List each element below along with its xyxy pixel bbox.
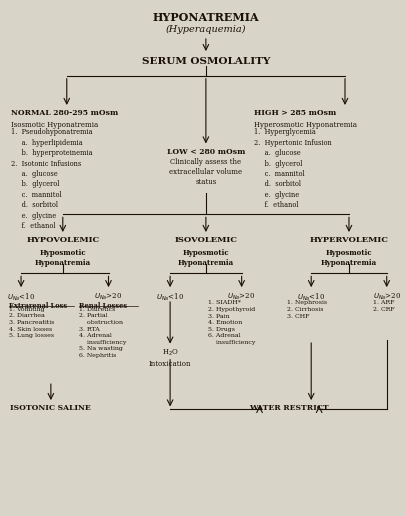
Text: Hyperosmotic Hyponatremia: Hyperosmotic Hyponatremia: [253, 121, 356, 128]
Text: Clinically assess the
extracellular volume
status: Clinically assess the extracellular volu…: [169, 158, 242, 186]
Text: $U_{Na}$>20: $U_{Na}$>20: [227, 292, 255, 301]
Text: 1. Nephrosis
2. Cirrhosis
3. CHF: 1. Nephrosis 2. Cirrhosis 3. CHF: [287, 300, 327, 318]
Text: (Hyperaquemia): (Hyperaquemia): [165, 24, 245, 34]
Text: 1.  Pseudohyponatremia
     a.  hyperlipidemia
     b.  hyperproteinemia
2.  Iso: 1. Pseudohyponatremia a. hyperlipidemia …: [11, 128, 92, 230]
Text: WATER RESTRICT: WATER RESTRICT: [249, 404, 328, 412]
Text: HIGH > 285 mOsm: HIGH > 285 mOsm: [253, 109, 335, 117]
Text: $U_{Na}$<10: $U_{Na}$<10: [156, 292, 184, 302]
Text: $U_{Na}$<10: $U_{Na}$<10: [296, 292, 324, 302]
Text: 1.  Hyperglycemia
2.  Hypertonic Infusion
     a.  glucose
     b.  glycerol
   : 1. Hyperglycemia 2. Hypertonic Infusion …: [253, 128, 330, 209]
Text: ISOVOLEMIC: ISOVOLEMIC: [174, 236, 237, 244]
Text: $U_{Na}$>20: $U_{Na}$>20: [94, 292, 122, 301]
Text: 1. Vomiting
2. Diarrhea
3. Pancreatitis
4. Skin losses
5. Lung losses: 1. Vomiting 2. Diarrhea 3. Pancreatitis …: [9, 307, 54, 338]
Text: $U_{Na}$>20: $U_{Na}$>20: [372, 292, 400, 301]
Text: SERUM OSMOLALITY: SERUM OSMOLALITY: [141, 57, 269, 66]
Text: Hyposmotic
Hyponatremia: Hyposmotic Hyponatremia: [320, 249, 376, 267]
Text: ISOTONIC SALINE: ISOTONIC SALINE: [11, 404, 91, 412]
Text: Hyposmotic
Hyponatremia: Hyposmotic Hyponatremia: [177, 249, 233, 267]
Text: LOW < 280 mOsm: LOW < 280 mOsm: [166, 148, 245, 156]
Text: 1. SIADH*
2. Hypothyroid
3. Pain
4. Emotion
5. Drugs
6. Adrenal
    insufficienc: 1. SIADH* 2. Hypothyroid 3. Pain 4. Emot…: [207, 300, 255, 345]
Text: NORMAL 280-295 mOsm: NORMAL 280-295 mOsm: [11, 109, 118, 117]
Text: HYPONATREMIA: HYPONATREMIA: [152, 12, 258, 23]
Text: 1. ARF
2. CRF: 1. ARF 2. CRF: [372, 300, 394, 312]
Text: Renal Losses: Renal Losses: [79, 302, 126, 310]
Text: Isosmotic Hyponatremia: Isosmotic Hyponatremia: [11, 121, 98, 128]
Text: 1. Diuretics
2. Partial
    obstruction
3. RTA
4. Adrenal
    insufficiency
5. N: 1. Diuretics 2. Partial obstruction 3. R…: [79, 307, 126, 358]
Text: $U_{Na}$<10: $U_{Na}$<10: [7, 292, 35, 302]
Text: H$_2$O
Intoxication: H$_2$O Intoxication: [149, 348, 191, 368]
Text: Extrarenal Loss: Extrarenal Loss: [9, 302, 67, 310]
Text: HYPERVOLEMIC: HYPERVOLEMIC: [309, 236, 388, 244]
Text: Hyposmotic
Hyponatremia: Hyposmotic Hyponatremia: [35, 249, 91, 267]
Text: HYPOVOLEMIC: HYPOVOLEMIC: [26, 236, 99, 244]
